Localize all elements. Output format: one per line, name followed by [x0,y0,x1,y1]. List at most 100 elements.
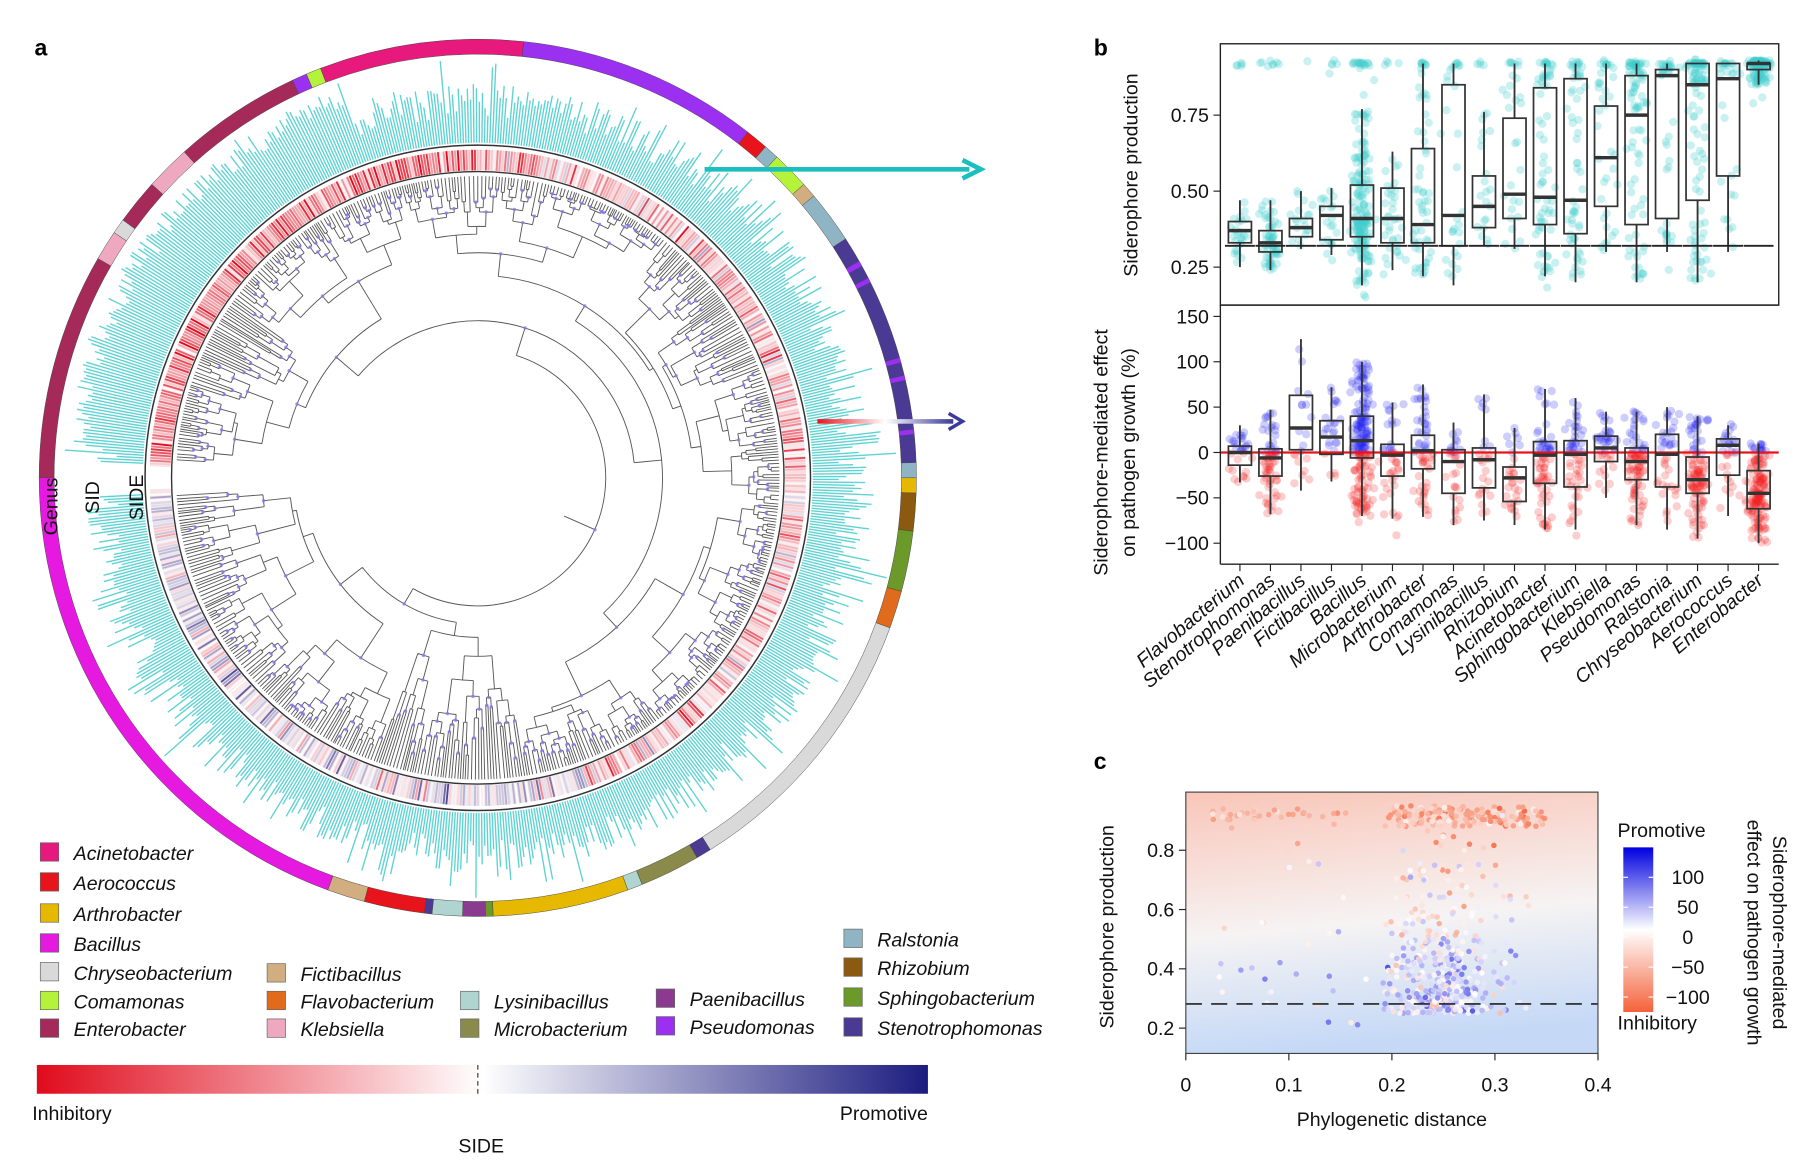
side-mark [362,170,371,191]
colorbar-top-label: Promotive [1618,820,1706,842]
side-mark [680,707,696,725]
tree-node [667,650,672,655]
data-point [1383,260,1392,269]
data-point [1286,210,1295,219]
data-point [1386,976,1393,982]
tree-node [419,721,423,726]
production-points [1226,55,1775,302]
data-point [1471,819,1477,825]
data-point [1424,189,1434,198]
data-point [1417,872,1423,879]
side-mark [163,566,185,575]
data-point [1744,478,1753,487]
tree-node [657,706,662,711]
data-point [1758,93,1767,102]
legend-swatch [843,957,863,977]
genus-segment [900,462,917,479]
tree-node [480,726,484,730]
data-point [1394,803,1400,809]
tree-node [685,335,690,340]
tree-node [272,660,276,664]
data-point [1268,232,1278,241]
data-point [1545,68,1554,77]
tree-node [452,206,456,211]
side-mark [730,651,749,665]
data-point [1358,190,1367,199]
side-mark [630,743,643,763]
tree-node [259,314,264,319]
data-point [1455,228,1464,237]
data-point [1261,470,1270,479]
data-point [1352,509,1361,518]
data-point [1360,61,1370,70]
data-point [1546,432,1556,442]
side-mark [281,724,296,743]
side-mark [216,664,235,679]
data-point [1384,58,1393,68]
data-point [1445,962,1452,968]
data-point [1255,209,1264,219]
side-mark [222,270,240,286]
data-point [1565,418,1574,428]
legend-item: Enterobacter [39,1018,187,1041]
side-mark [168,367,189,377]
side-mark [182,611,202,623]
side-mark [721,664,739,679]
side-mark [277,721,292,739]
data-point [1432,809,1438,815]
side-mark [196,635,215,648]
data-point [1422,425,1432,434]
data-point [1458,866,1464,873]
side-mark [611,182,623,202]
side-mark [180,338,200,349]
side-mark [249,698,265,715]
data-point [1393,464,1403,473]
data-point [1249,965,1255,971]
data-point [1394,160,1403,170]
side-mark [417,155,423,176]
data-point [1535,58,1544,67]
data-point [1423,988,1429,994]
data-point [1399,1005,1405,1011]
side-mark [210,655,229,670]
data-point [1348,58,1357,68]
side-mark [225,266,243,281]
data-point [1384,991,1391,997]
data-point [1359,184,1368,193]
side-mark [651,206,665,226]
side-mark [561,162,570,183]
legend-swatch [655,1016,675,1036]
data-point [1491,992,1497,998]
side-mark [616,185,628,205]
side-mark [727,655,746,670]
side-mark [159,553,181,561]
tree-node [335,701,340,706]
data-point [1455,955,1461,962]
side-mark [431,152,436,174]
data-point [1393,875,1400,882]
tree-node [320,294,325,298]
side-mark [237,686,254,703]
side-mark [716,270,734,286]
tree-node [538,200,543,205]
side-mark [714,268,732,283]
data-point [1361,150,1371,159]
data-point [1255,58,1265,68]
data-point [1624,233,1633,243]
data-point [1261,197,1270,206]
data-point [1441,804,1448,811]
data-point [1431,950,1437,956]
tree-node [756,480,760,484]
data-point [1463,929,1469,936]
legend-item: Comamonas [39,990,185,1014]
tree-node [588,738,593,742]
data-point [1576,267,1585,276]
data-point [1568,219,1577,228]
data-point [1535,130,1544,139]
data-point [1458,999,1465,1005]
tree-node [447,729,452,734]
data-point [1270,217,1280,226]
tree-node [344,727,348,732]
tree-node [550,192,554,196]
data-point [1237,60,1247,69]
